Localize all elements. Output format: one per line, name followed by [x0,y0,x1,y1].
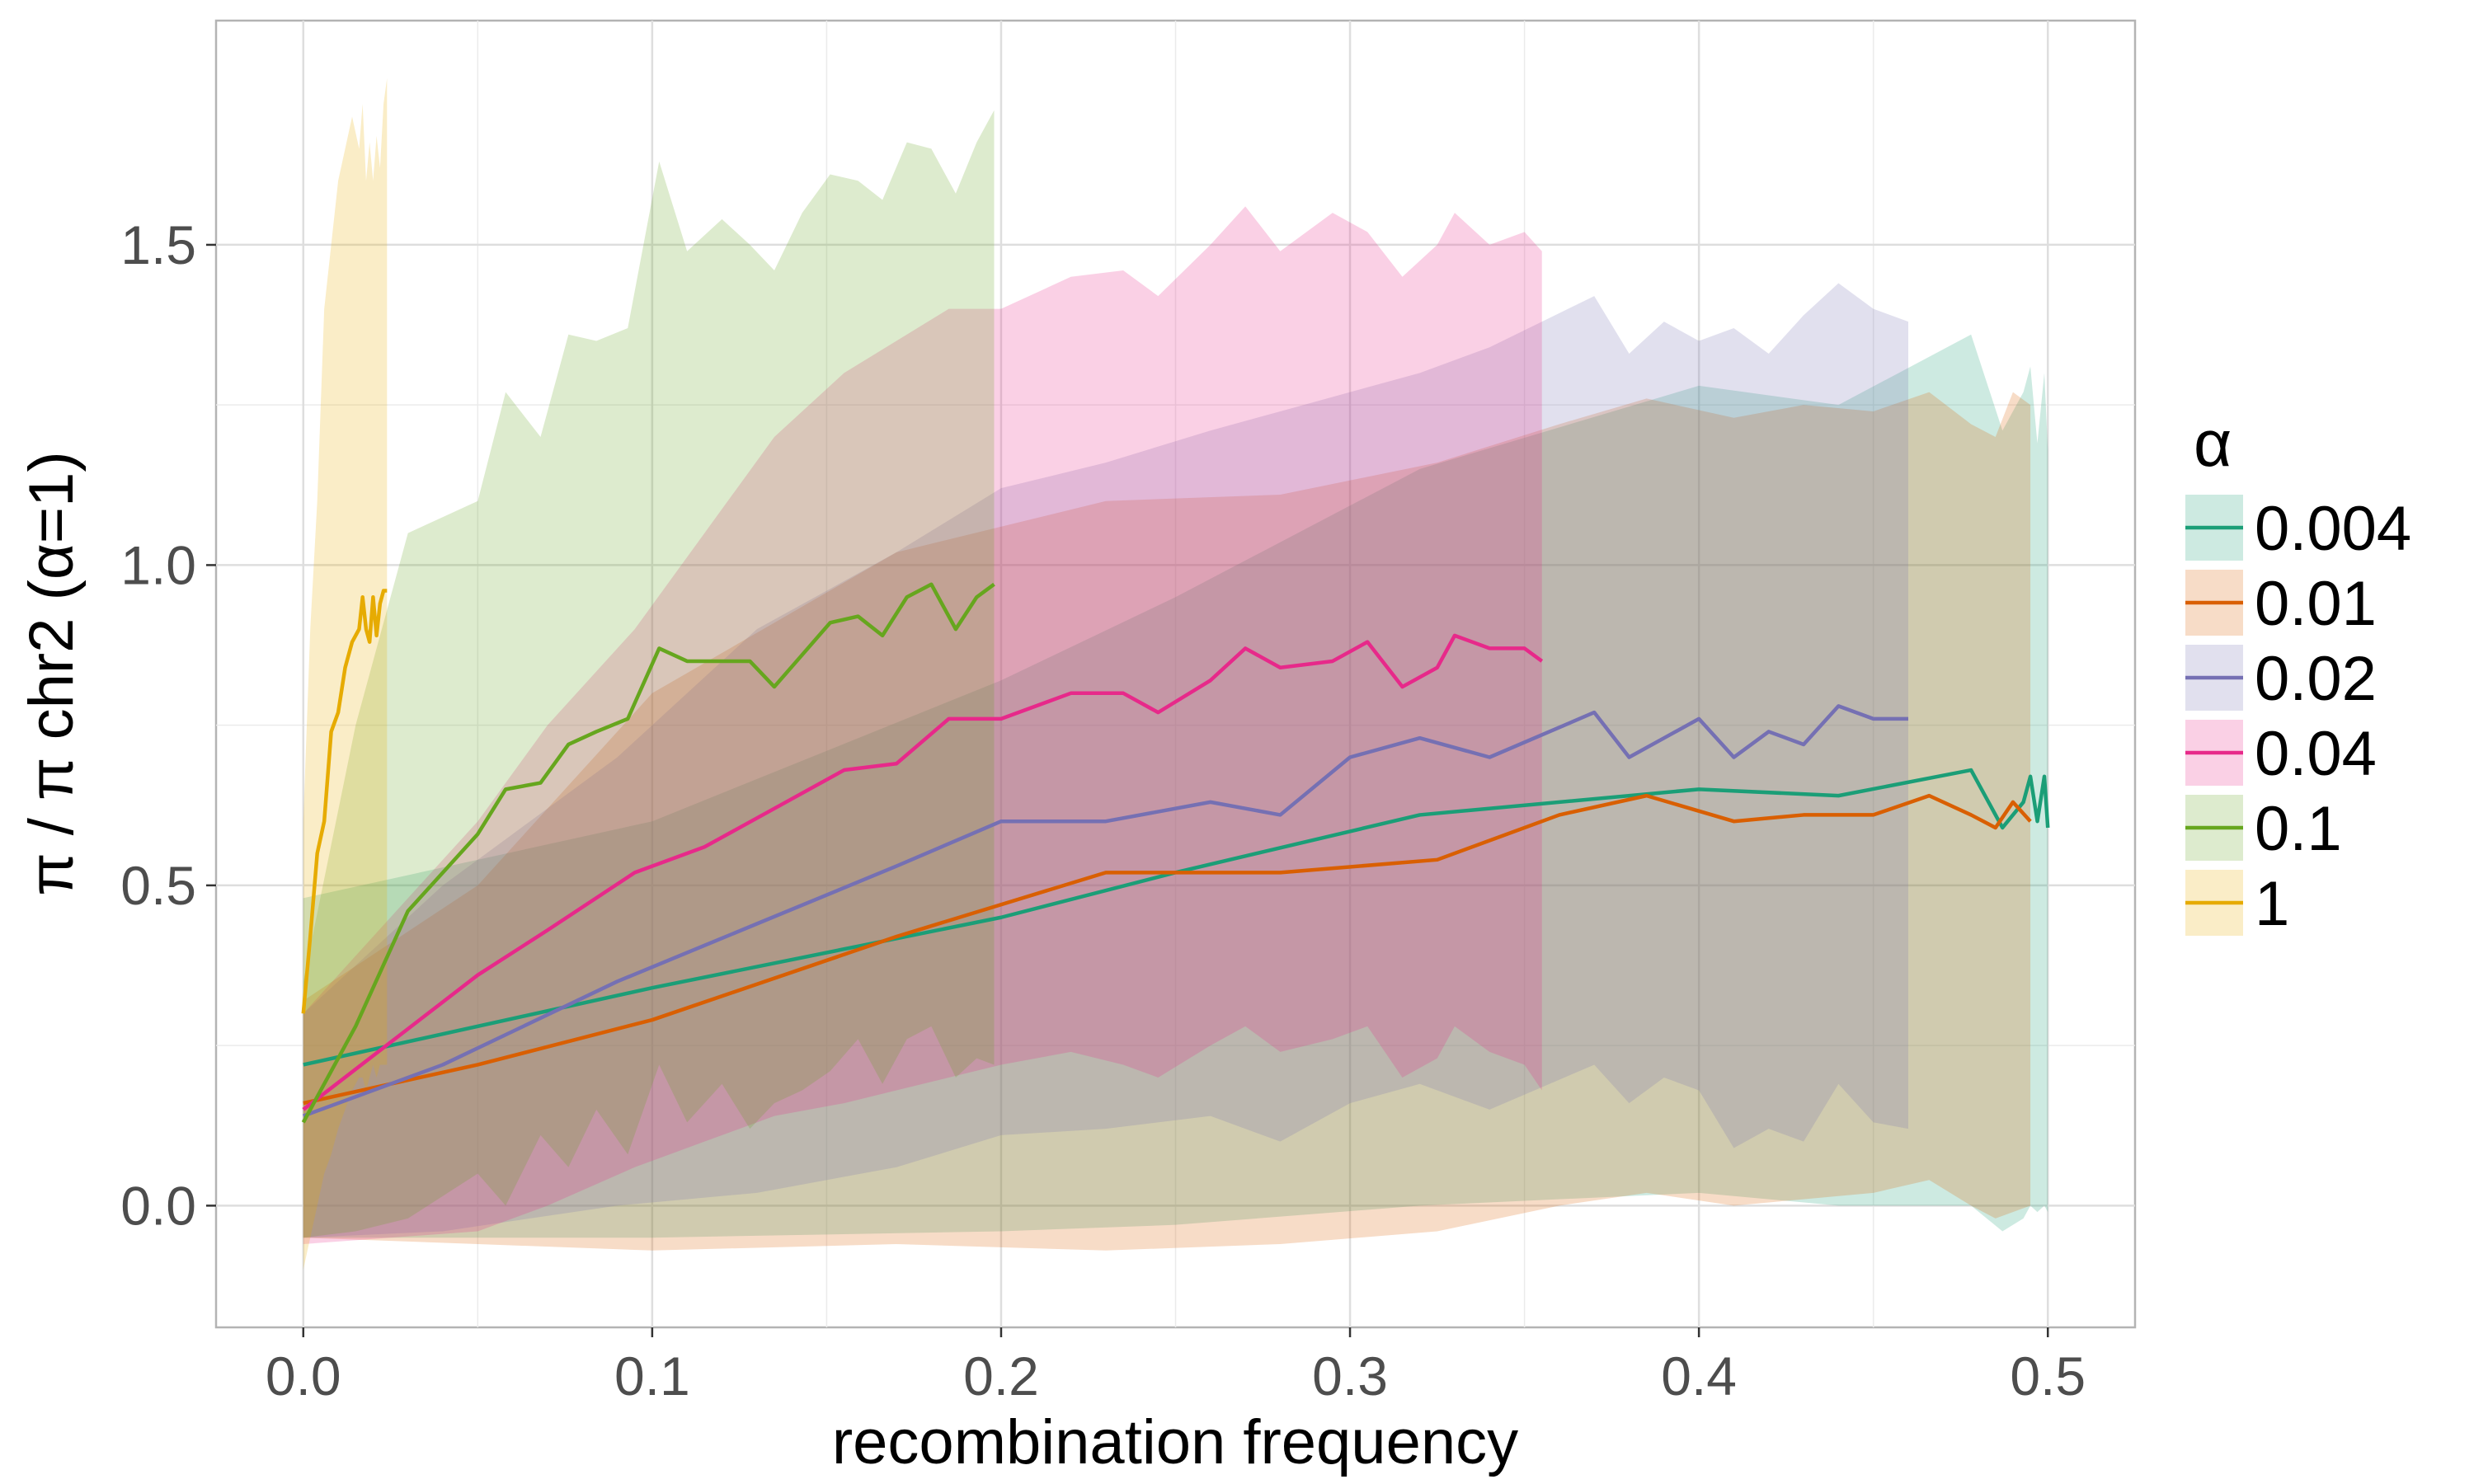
line-0.01 [303,793,2032,1106]
legend-label-0.02: 0.02 [2255,644,2377,714]
x-tick-label: 0.4 [1661,1345,1737,1407]
y-tick-label: 0.5 [120,855,196,916]
series-lines [301,582,2050,1124]
y-axis-title: π / π chr2 (α=1) [16,451,87,896]
legend-label-0.01: 0.01 [2255,569,2377,639]
ribbon-0.004 [303,334,2048,1238]
line-0.004 [303,768,2050,1067]
major-gridlines [216,21,2135,1327]
ribbon-0.02 [303,283,1908,1238]
line-1 [301,589,388,1014]
y-axis-ticks: 0.0 0.5 1.0 1.5 [120,214,216,1236]
minor-gridlines [216,21,2135,1327]
x-axis-title: recombination frequency [832,1407,1518,1477]
x-tick-label: 0.0 [266,1345,341,1407]
x-tick-label: 0.2 [963,1345,1039,1407]
x-axis-ticks: 0.0 0.1 0.2 0.3 0.4 0.5 [266,1327,2086,1407]
x-tick-label: 0.5 [2010,1345,2086,1407]
y-tick-label: 1.0 [120,534,196,595]
ribbon-0.01 [303,392,2031,1251]
legend-label-0.1: 0.1 [2255,794,2342,864]
x-tick-label: 0.3 [1312,1345,1388,1407]
y-tick-label: 1.5 [120,214,196,275]
legend-title: α [2194,406,2232,480]
y-tick-label: 0.0 [120,1175,196,1236]
line-0.1 [301,582,995,1124]
confidence-ribbons [303,77,2048,1270]
line-0.04 [302,633,1544,1111]
legend-label-0.04: 0.04 [2255,719,2377,789]
x-tick-label: 0.1 [614,1345,690,1407]
legend-label-0.004: 0.004 [2255,494,2411,564]
legend-label-1: 1 [2255,869,2289,939]
line-0.02 [302,704,1908,1118]
